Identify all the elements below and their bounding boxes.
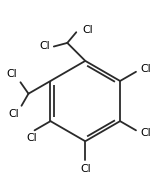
Text: Cl: Cl xyxy=(40,41,50,51)
Text: Cl: Cl xyxy=(140,128,151,138)
Text: Cl: Cl xyxy=(80,164,91,174)
Text: Cl: Cl xyxy=(82,25,92,35)
Text: Cl: Cl xyxy=(8,109,19,119)
Text: Cl: Cl xyxy=(7,69,17,79)
Text: Cl: Cl xyxy=(140,64,151,74)
Text: Cl: Cl xyxy=(26,133,37,143)
